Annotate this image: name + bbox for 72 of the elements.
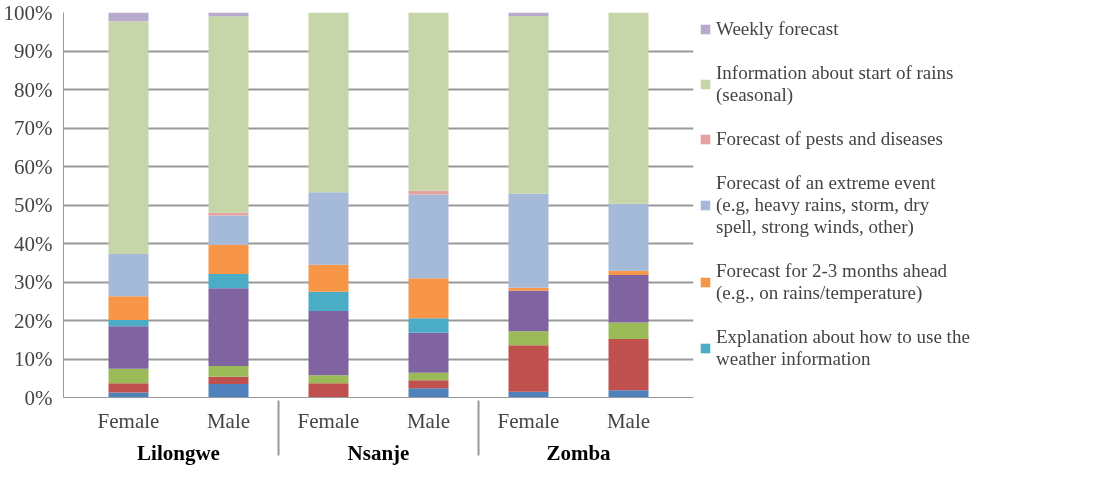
- bar: [108, 296, 149, 321]
- x-tick-label: Male: [606, 408, 651, 433]
- bar: [208, 288, 249, 366]
- bar: [408, 194, 449, 279]
- y-tick-label: 0%: [24, 385, 53, 410]
- y-tick-label: 80%: [14, 77, 53, 102]
- bar: [408, 332, 449, 373]
- bar: [608, 390, 649, 398]
- bar: [608, 275, 649, 323]
- bar: [308, 12, 349, 193]
- bar: [208, 16, 249, 213]
- bar: [608, 270, 649, 276]
- y-tick-label: 20%: [14, 308, 53, 333]
- bar: [508, 290, 549, 332]
- bar: [408, 318, 449, 333]
- bar: [508, 331, 549, 346]
- bar: [208, 215, 249, 245]
- bar: [108, 12, 149, 22]
- text: Nsanje: [347, 440, 410, 465]
- bar: [108, 368, 149, 384]
- legend-label: Forecast for 2-3 months ahead (e.g., on rains/temperature): [716, 260, 948, 304]
- bar: [108, 320, 149, 327]
- bar: [108, 21, 149, 254]
- y-tick-label: 90%: [14, 39, 53, 63]
- bar: [608, 203, 649, 271]
- bar: [408, 190, 449, 195]
- bar: [408, 388, 449, 398]
- x-tick-label: Female: [497, 408, 560, 433]
- bar: [408, 372, 449, 381]
- bar: [208, 365, 249, 377]
- legend-label: Weekly forecast: [716, 18, 839, 40]
- bar: [308, 264, 349, 292]
- bar: [408, 380, 449, 389]
- legend-label: Forecast of an extreme event (e.g, heavy rains, storm, dry spell, strong winds, other): [716, 172, 936, 238]
- bar: [208, 273, 249, 289]
- bar: [308, 310, 349, 376]
- bar: [108, 326, 149, 369]
- bar: [208, 376, 249, 385]
- bar: [108, 253, 149, 297]
- bar: [308, 383, 349, 398]
- bar: [608, 12, 649, 204]
- bar: [308, 375, 349, 384]
- bar: [508, 287, 549, 291]
- text: Lilongwe: [137, 440, 220, 465]
- legend-label: Explanation about how to use the weather information: [716, 326, 970, 370]
- bar: [508, 15, 549, 194]
- bar: [408, 278, 449, 319]
- y-tick-label: 60%: [14, 154, 53, 179]
- bar: [208, 384, 249, 398]
- x-tick-label: Male: [406, 408, 451, 433]
- x-tick-label: Female: [97, 408, 160, 433]
- y-tick-label: 30%: [14, 270, 53, 294]
- y-tick-label: 10%: [14, 347, 53, 371]
- legend-label: Information about start of rains (seasonal): [716, 62, 954, 106]
- y-tick-label: 100%: [3, 0, 53, 25]
- y-tick-label: 40%: [14, 231, 53, 256]
- bar: [308, 192, 349, 265]
- x-tick-label: Female: [297, 408, 360, 433]
- bar: [608, 338, 649, 391]
- bar: [108, 392, 149, 398]
- legend-label: Forecast of pests and diseases: [716, 128, 943, 150]
- bar: [208, 244, 249, 274]
- x-tick-label: Male: [206, 408, 251, 433]
- bar: [608, 322, 649, 339]
- bar: [408, 12, 449, 191]
- bar: [308, 291, 349, 311]
- bar: [108, 383, 149, 393]
- text: Zomba: [546, 440, 612, 465]
- bar: [508, 345, 549, 392]
- bar: [508, 193, 549, 288]
- y-tick-label: 50%: [14, 193, 53, 217]
- y-tick-label: 70%: [14, 116, 53, 140]
